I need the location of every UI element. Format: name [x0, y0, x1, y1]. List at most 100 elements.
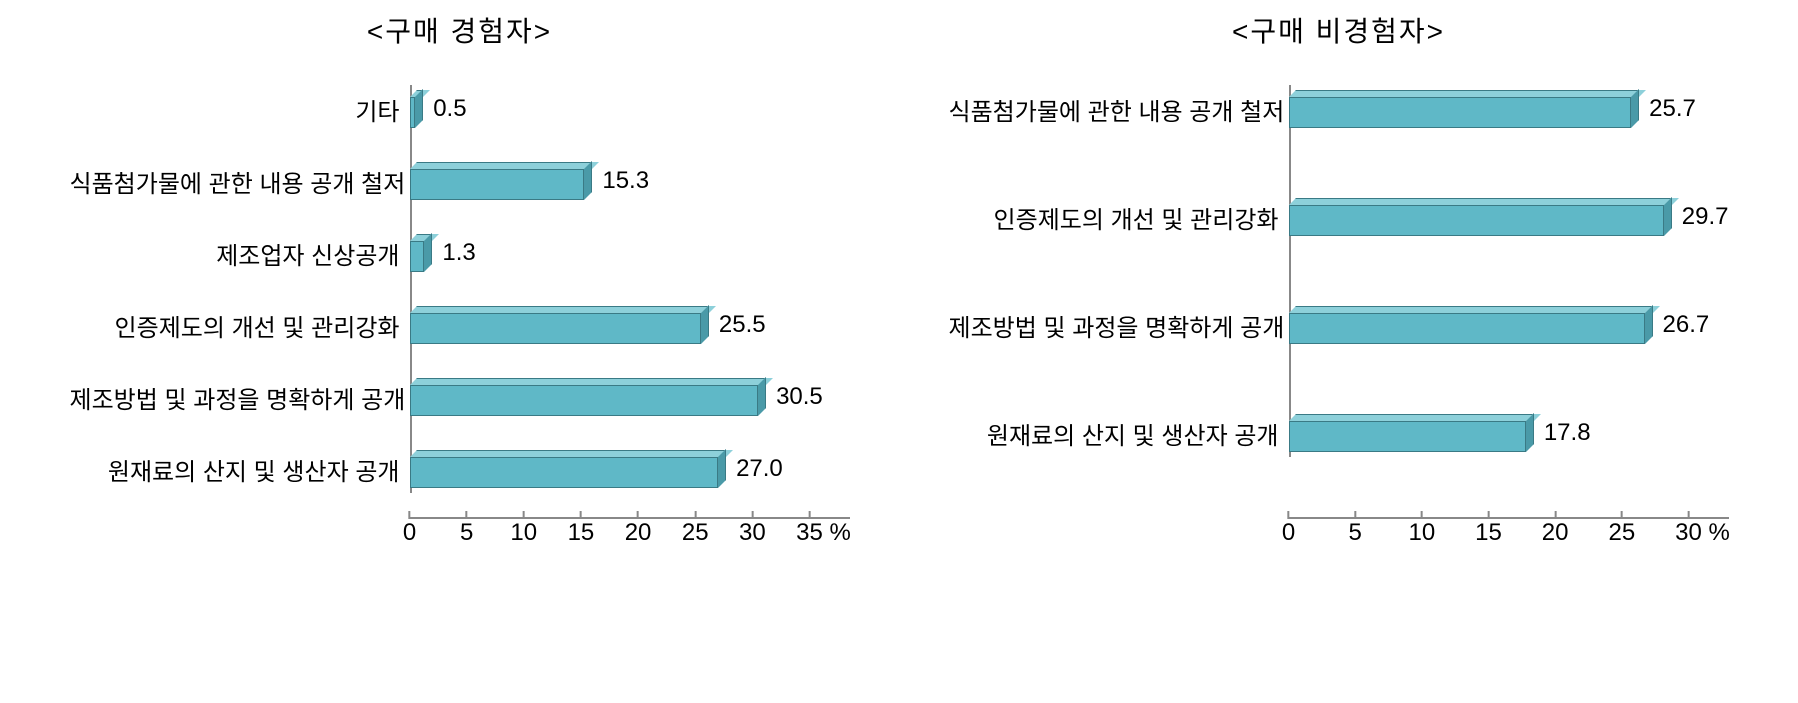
- bar-value-label: 25.5: [719, 311, 766, 339]
- x-tick-label: 0: [403, 519, 416, 546]
- bar-value-label: 15.3: [602, 167, 649, 195]
- x-tick-label: 5: [460, 519, 473, 546]
- bar-front-face: [410, 169, 585, 200]
- bar-category-label: 원재료의 산지 및 생산자 공개: [70, 452, 410, 487]
- x-tick-label: 25: [1608, 519, 1635, 546]
- x-tick-label: 30: [739, 519, 766, 546]
- bar-front-face: [1289, 205, 1664, 236]
- bar-zone: 0.5: [410, 85, 850, 133]
- bar-category-label: 제조방법 및 과정을 명확하게 공개: [70, 380, 410, 415]
- x-tick-label: 20: [625, 519, 652, 546]
- y-axis-line: [410, 85, 412, 493]
- bar-front-face: [410, 313, 701, 344]
- bar-category-label: 인증제도의 개선 및 관리강화: [949, 200, 1289, 235]
- chart-bar-row: 원재료의 산지 및 생산자 공개 17.8: [949, 409, 1729, 457]
- x-tick: 20: [625, 519, 652, 547]
- x-tick-label: 35: [796, 519, 823, 546]
- bar-category-label: 식품첨가물에 관한 내용 공개 철저: [70, 164, 410, 199]
- bar-category-label: 식품첨가물에 관한 내용 공개 철저: [949, 92, 1289, 127]
- bar-front-face: [410, 457, 719, 488]
- bar-side-face: [1526, 414, 1534, 452]
- x-tick-label: 15: [568, 519, 595, 546]
- bar-side-face: [1664, 198, 1672, 236]
- bar: [410, 90, 416, 128]
- chart-bar-row: 인증제도의 개선 및 관리강화 29.7: [949, 193, 1729, 241]
- bar-zone: 1.3: [410, 229, 850, 277]
- bar-front-face: [410, 241, 425, 272]
- bar-top-face: [410, 306, 708, 313]
- x-tick: 25: [682, 519, 709, 547]
- bar: [1289, 90, 1632, 128]
- bar-value-label: 30.5: [776, 383, 823, 411]
- chart-bar-row: 원재료의 산지 및 생산자 공개27.0: [70, 445, 850, 493]
- x-tick: 15: [568, 519, 595, 547]
- y-axis-line: [1289, 85, 1291, 457]
- bar-front-face: [410, 385, 759, 416]
- chart-bar-row: 식품첨가물에 관한 내용 공개 철저25.7: [949, 85, 1729, 133]
- bar: [410, 306, 701, 344]
- bar-zone: 25.5: [410, 301, 850, 349]
- bar: [1289, 306, 1645, 344]
- right-chart-area: 식품첨가물에 관한 내용 공개 철저25.7 인증제도의 개선 및 관리강화 29.…: [949, 85, 1729, 559]
- bar-side-face: [718, 450, 726, 488]
- bar-top-face: [1289, 414, 1533, 421]
- x-tick-label: 25: [682, 519, 709, 546]
- x-axis: 0 5 10 15 20 25 30 35%: [70, 517, 850, 559]
- x-tick: 5: [1348, 519, 1361, 547]
- x-tick-label: 10: [1408, 519, 1435, 546]
- x-tick: 30: [739, 519, 766, 547]
- x-axis: 051015202530%: [949, 517, 1729, 559]
- bar-category-label: 원재료의 산지 및 생산자 공개: [949, 416, 1289, 451]
- bar: [1289, 414, 1526, 452]
- x-tick: 10: [1408, 519, 1435, 547]
- bar-top-face: [1289, 306, 1652, 313]
- bar-side-face: [424, 234, 432, 272]
- x-tick: 30: [1675, 519, 1702, 547]
- x-tick-label: 5: [1348, 519, 1361, 546]
- chart-bar-row: 기타 0.5: [70, 85, 850, 133]
- left-chart-area: 기타0.5식품첨가물에 관한 내용 공개 철저15.3제조업자 신상공개1.3인…: [70, 85, 850, 559]
- bar-zone: 29.7: [1289, 193, 1729, 241]
- bar-side-face: [701, 306, 709, 344]
- bar-side-face: [758, 378, 766, 416]
- bar-value-label: 17.8: [1544, 419, 1591, 447]
- bar-category-label: 기타: [70, 92, 410, 127]
- x-tick-label: 15: [1475, 519, 1502, 546]
- bar-category-label: 인증제도의 개선 및 관리강화: [70, 308, 410, 343]
- bar-value-label: 0.5: [433, 95, 466, 123]
- bar-top-face: [410, 450, 726, 457]
- bar-front-face: [1289, 421, 1526, 452]
- bar: [410, 234, 425, 272]
- bar-zone: 15.3: [410, 157, 850, 205]
- bar-zone: 26.7: [1289, 301, 1729, 349]
- x-axis-unit: %: [830, 519, 851, 547]
- bar-side-face: [415, 90, 423, 128]
- bar-side-face: [1631, 90, 1639, 128]
- bar-value-label: 29.7: [1682, 203, 1729, 231]
- chart-bar-row: 인증제도의 개선 및 관리강화 25.5: [70, 301, 850, 349]
- x-tick: 10: [510, 519, 537, 547]
- x-tick-label: 10: [510, 519, 537, 546]
- chart-bar-row: 제조업자 신상공개1.3: [70, 229, 850, 277]
- bar-side-face: [1645, 306, 1653, 344]
- bar-front-face: [1289, 97, 1632, 128]
- x-tick: 5: [460, 519, 473, 547]
- x-tick: 15: [1475, 519, 1502, 547]
- x-tick: 20: [1542, 519, 1569, 547]
- x-tick-label: 0: [1282, 519, 1295, 546]
- bar: [410, 450, 719, 488]
- bar-category-label: 제조업자 신상공개: [70, 236, 410, 271]
- x-tick: 0: [403, 519, 416, 547]
- bar-top-face: [1289, 90, 1639, 97]
- bar-zone: 25.7: [1289, 85, 1729, 133]
- left-chart-panel: <구매 경험자> 기타0.5식품첨가물에 관한 내용 공개 철저15.3제조업자…: [40, 10, 879, 693]
- bar-zone: 27.0: [410, 445, 850, 493]
- bar-top-face: [1289, 198, 1671, 205]
- x-tick: 0: [1282, 519, 1295, 547]
- x-tick-label: 30: [1675, 519, 1702, 546]
- bar-front-face: [1289, 313, 1645, 344]
- bar-zone: 30.5: [410, 373, 850, 421]
- bar-zone: 17.8: [1289, 409, 1729, 457]
- x-tick: 35: [796, 519, 823, 547]
- bar-category-label: 제조방법 및 과정을 명확하게 공개: [949, 308, 1289, 343]
